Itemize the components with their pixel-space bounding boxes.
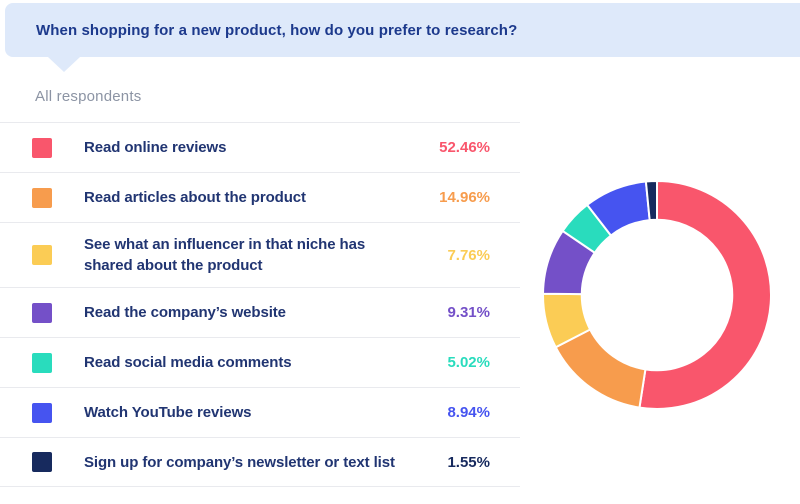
donut-chart[interactable] xyxy=(542,180,772,410)
legend-label: Read social media comments xyxy=(84,354,292,371)
respondents-label: All respondents xyxy=(35,88,142,105)
legend-value: 52.46% xyxy=(439,139,490,156)
legend-value: 1.55% xyxy=(447,453,490,471)
legend-value: 9.31% xyxy=(447,304,490,321)
legend-color-swatch xyxy=(32,352,52,373)
legend-label: Read online reviews xyxy=(84,139,227,156)
question-title: When shopping for a new product, how do … xyxy=(36,21,518,39)
donut-segment-0[interactable] xyxy=(638,180,772,410)
legend-row-3[interactable]: Read the company’s website 9.31% xyxy=(0,287,520,337)
legend-value: 7.76% xyxy=(447,246,490,264)
legend-row-0[interactable]: Read online reviews 52.46% xyxy=(0,122,520,172)
legend-value: 8.94% xyxy=(447,404,490,421)
donut-segment-6[interactable] xyxy=(644,180,658,222)
legend-color-swatch xyxy=(32,452,52,472)
legend-row-4[interactable]: Read social media comments 5.02% xyxy=(0,337,520,387)
legend-label: Watch YouTube reviews xyxy=(84,404,252,421)
legend-row-5[interactable]: Watch YouTube reviews 8.94% xyxy=(0,387,520,437)
legend-value: 14.96% xyxy=(439,189,490,206)
legend-color-swatch xyxy=(32,402,52,423)
legend-color-swatch xyxy=(32,245,52,265)
legend-value: 5.02% xyxy=(447,354,490,371)
legend-label: See what an influencer in that niche has… xyxy=(84,236,366,274)
legend-row-1[interactable]: Read articles about the product 14.96% xyxy=(0,172,520,222)
legend-label: Read articles about the product xyxy=(84,189,306,206)
legend-color-swatch xyxy=(32,137,52,158)
legend-label: Sign up for company’s newsletter or text… xyxy=(84,453,395,471)
legend-row-2[interactable]: See what an influencer in that niche has… xyxy=(0,222,520,287)
legend-row-6[interactable]: Sign up for company’s newsletter or text… xyxy=(0,437,520,487)
question-header: When shopping for a new product, how do … xyxy=(5,3,800,57)
legend-color-swatch xyxy=(32,302,52,323)
legend-color-swatch xyxy=(32,187,52,208)
legend-label: Read the company’s website xyxy=(84,304,286,321)
speech-bubble-tail-icon xyxy=(48,57,80,72)
legend: Read online reviews 52.46% Read articles… xyxy=(0,122,520,487)
